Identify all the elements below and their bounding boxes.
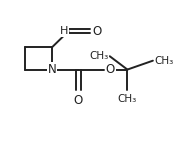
Text: N: N: [48, 63, 56, 76]
Text: CH₃: CH₃: [155, 56, 174, 66]
Text: O: O: [106, 63, 115, 76]
Text: O: O: [93, 25, 102, 38]
Text: CH₃: CH₃: [118, 94, 137, 104]
Text: CH₃: CH₃: [89, 51, 108, 61]
Text: H: H: [60, 26, 68, 36]
Text: O: O: [74, 94, 83, 107]
